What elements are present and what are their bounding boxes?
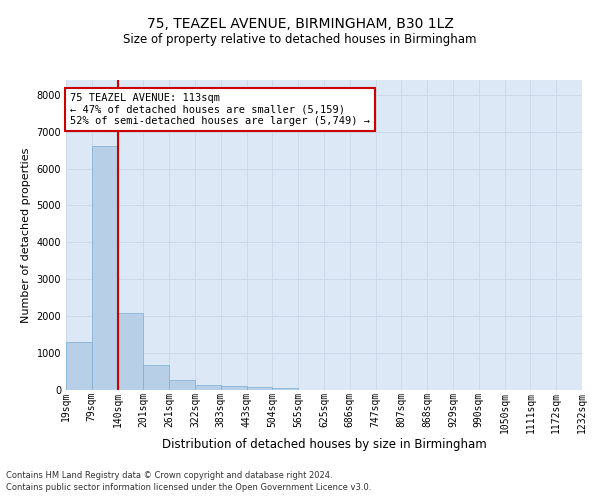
Bar bbox=[247, 387, 272, 390]
Bar bbox=[66, 342, 92, 390]
Y-axis label: Number of detached properties: Number of detached properties bbox=[21, 148, 31, 322]
X-axis label: Distribution of detached houses by size in Birmingham: Distribution of detached houses by size … bbox=[161, 438, 487, 451]
Text: Size of property relative to detached houses in Birmingham: Size of property relative to detached ho… bbox=[123, 32, 477, 46]
Text: 75 TEAZEL AVENUE: 113sqm
← 47% of detached houses are smaller (5,159)
52% of sem: 75 TEAZEL AVENUE: 113sqm ← 47% of detach… bbox=[70, 93, 370, 126]
Bar bbox=[143, 364, 169, 390]
Bar bbox=[195, 384, 221, 390]
Text: Contains public sector information licensed under the Open Government Licence v3: Contains public sector information licen… bbox=[6, 484, 371, 492]
Bar bbox=[169, 380, 195, 390]
Text: Contains HM Land Registry data © Crown copyright and database right 2024.: Contains HM Land Registry data © Crown c… bbox=[6, 471, 332, 480]
Bar bbox=[118, 313, 143, 390]
Bar bbox=[221, 386, 247, 390]
Text: 75, TEAZEL AVENUE, BIRMINGHAM, B30 1LZ: 75, TEAZEL AVENUE, BIRMINGHAM, B30 1LZ bbox=[146, 18, 454, 32]
Bar bbox=[92, 146, 118, 390]
Bar bbox=[272, 388, 298, 390]
